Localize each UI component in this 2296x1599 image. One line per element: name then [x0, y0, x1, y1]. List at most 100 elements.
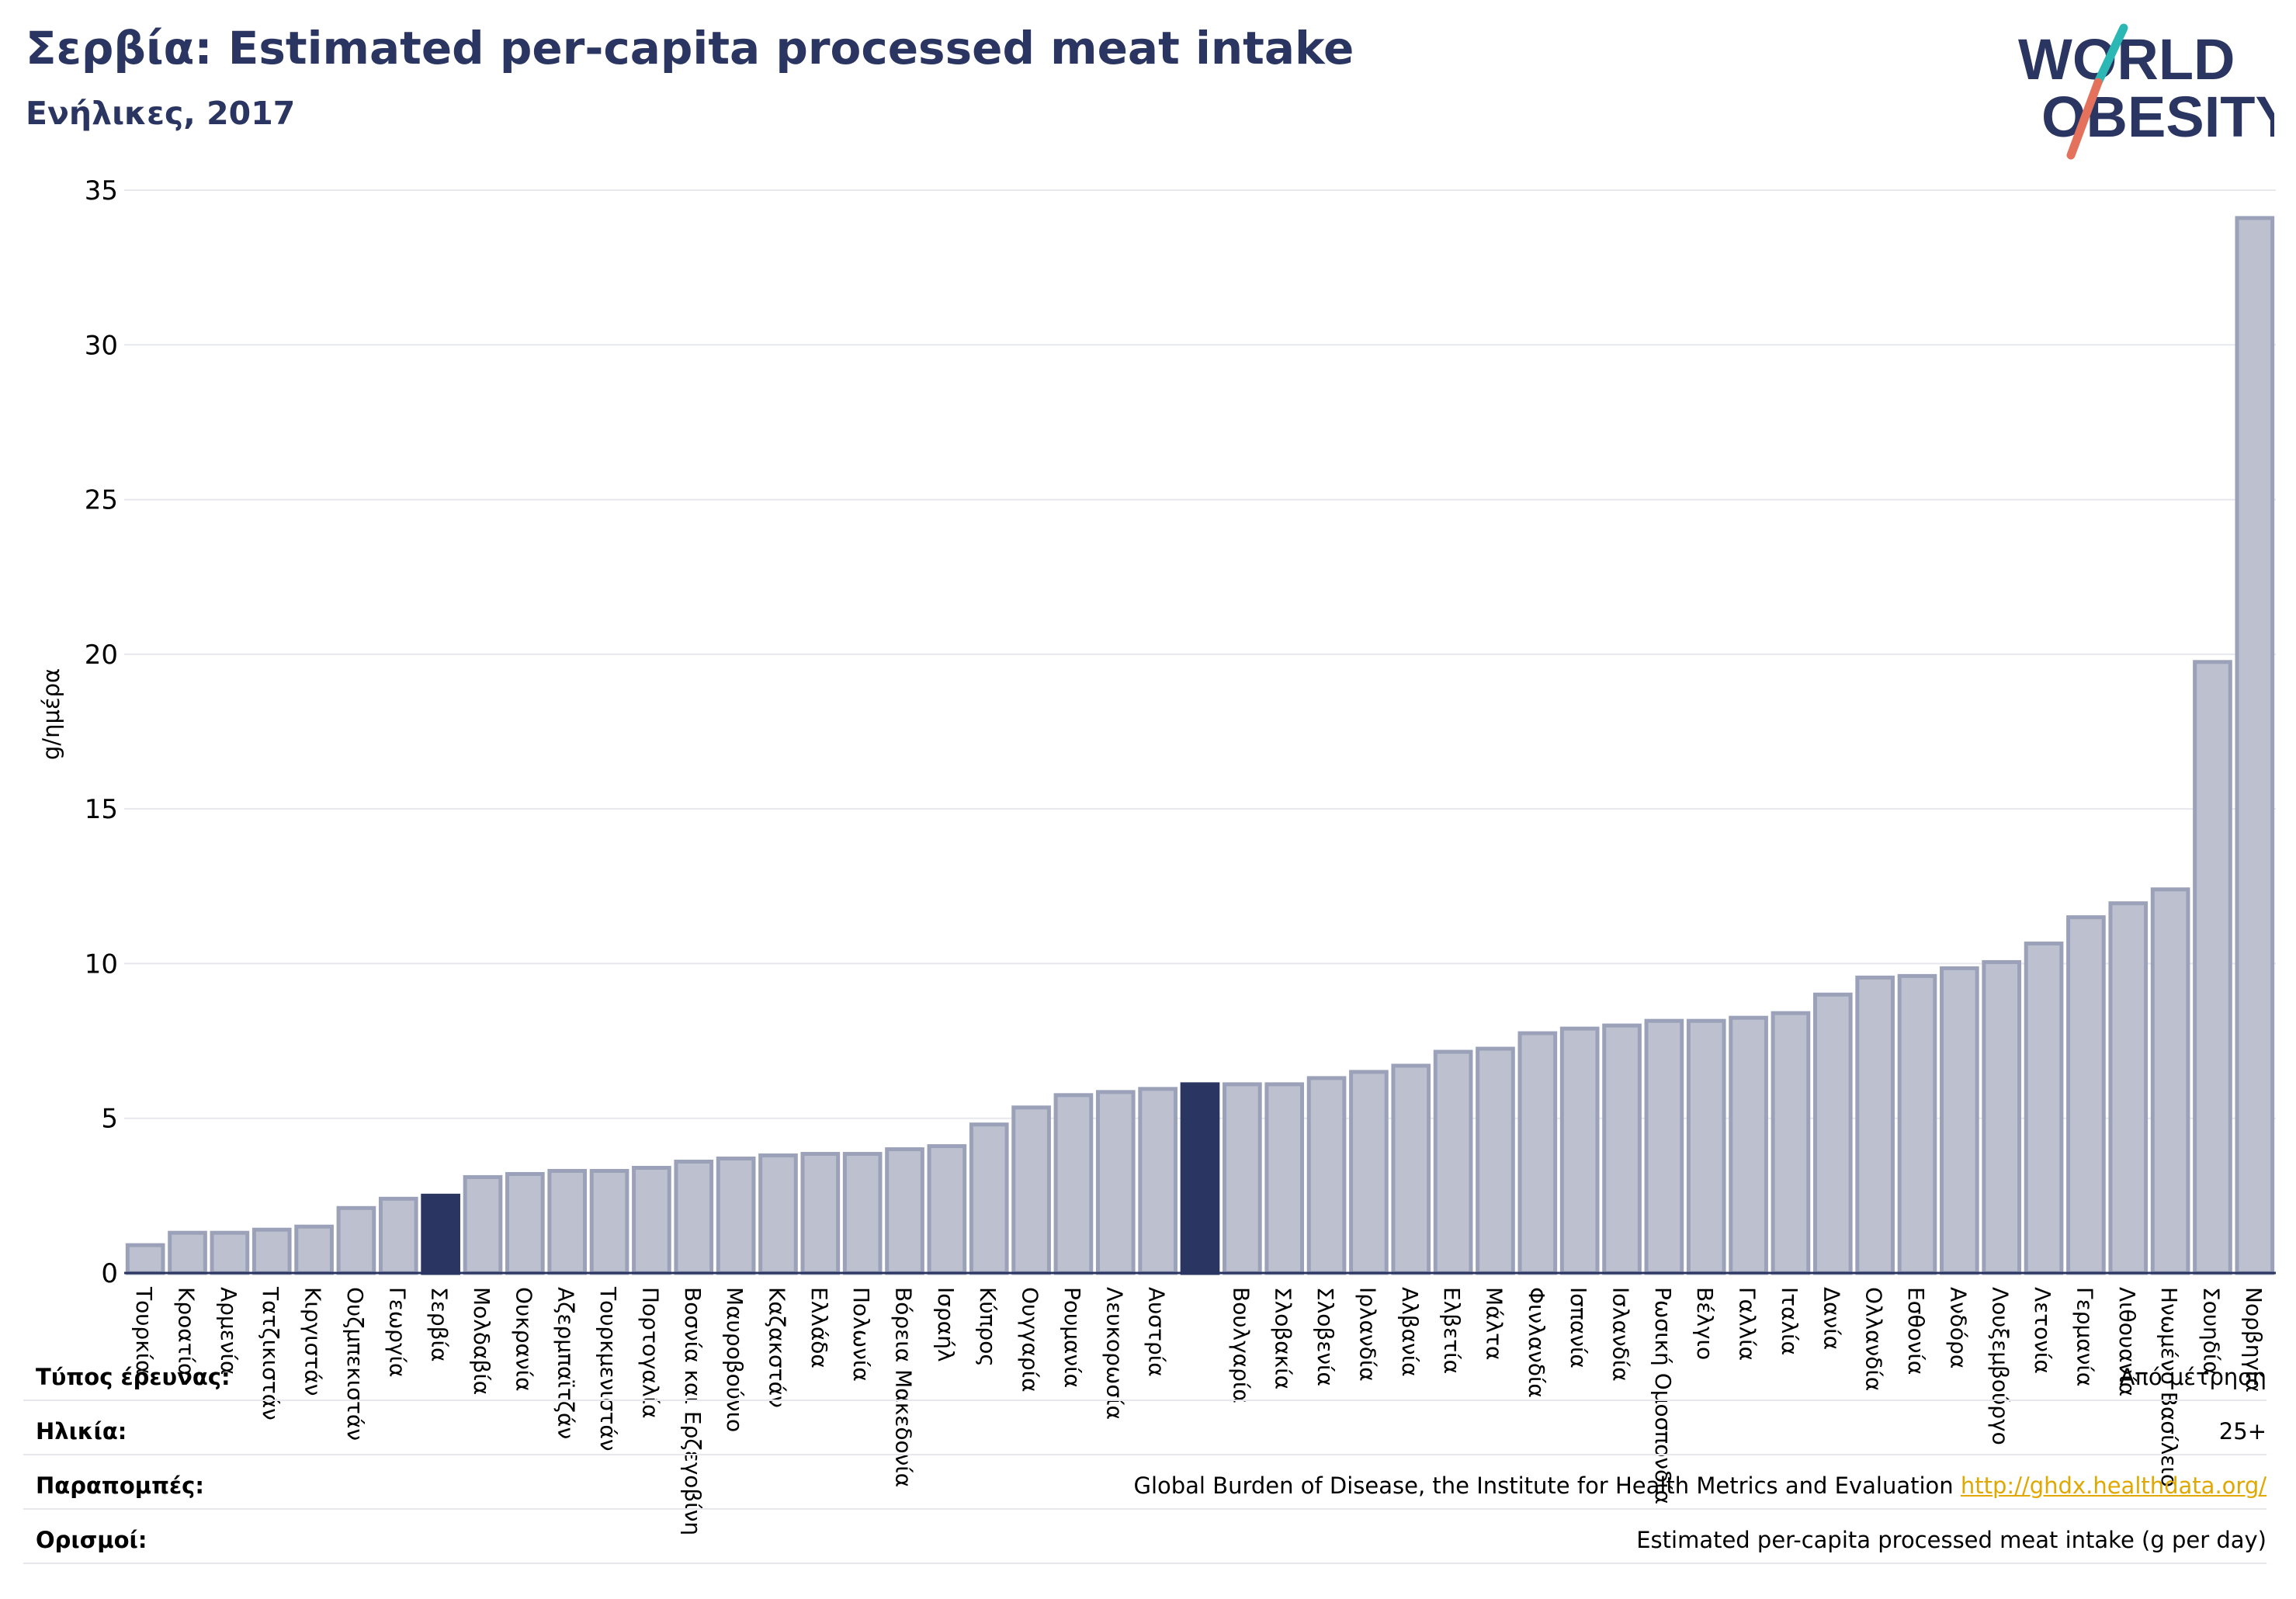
bar[interactable]	[674, 1160, 714, 1275]
x-tick-label: Μάλτα	[1481, 1287, 1507, 1361]
bar[interactable]	[2024, 942, 2064, 1275]
bar[interactable]	[463, 1174, 503, 1275]
logo-line1: WORLD	[2018, 27, 2235, 92]
x-tick-label: Δανία	[1819, 1287, 1844, 1350]
x-tick-label: Λουξεμβούργο	[1988, 1287, 2013, 1445]
bar[interactable]	[1812, 992, 1853, 1275]
bar[interactable]	[2066, 915, 2106, 1275]
x-tick-label: Σερβία	[427, 1287, 453, 1361]
x-tick-label: Ελβετία	[1439, 1287, 1465, 1374]
x-tick-label: Ισλανδία	[1608, 1287, 1634, 1382]
x-tick-label: Πολωνία	[848, 1287, 874, 1382]
x-tick-label: Ρουμανία	[1060, 1287, 1085, 1388]
bar[interactable]	[1729, 1015, 1768, 1275]
bar[interactable]	[1391, 1063, 1431, 1275]
x-tick-label: Κύπρος	[975, 1287, 1001, 1367]
info-row-survey-type: Τύπος έρευνας: Από μέτρηση	[23, 1345, 2267, 1401]
x-tick-label: Σουηδία	[2198, 1287, 2224, 1375]
bar[interactable]	[1011, 1105, 1051, 1275]
bar[interactable]	[378, 1196, 418, 1275]
info-row-age: Ηλικία: 25+	[23, 1400, 2267, 1455]
bar[interactable]	[1517, 1031, 1558, 1275]
x-tick-label: Γερμανία	[2072, 1287, 2097, 1386]
bar[interactable]	[1602, 1023, 1642, 1275]
bar[interactable]	[2235, 216, 2275, 1275]
x-tick-label: Αυστρία	[1144, 1287, 1170, 1377]
bar[interactable]	[885, 1147, 924, 1275]
bar[interactable]	[969, 1122, 1009, 1275]
bar[interactable]	[758, 1153, 798, 1275]
survey-type-value: Από μέτρηση	[2119, 1364, 2267, 1390]
bar[interactable]	[505, 1171, 545, 1275]
x-tick-label: Κιργιστάν	[300, 1287, 326, 1396]
references-label: Παραπομπές:	[36, 1472, 204, 1499]
x-tick-label: Ισραήλ	[933, 1287, 959, 1362]
bar[interactable]	[2150, 887, 2190, 1275]
bar[interactable]	[1053, 1093, 1094, 1275]
bar[interactable]	[842, 1152, 883, 1275]
chart-subtitle: Ενήλικες, 2017	[26, 95, 296, 132]
x-tick-label: Σλοβενία	[1313, 1287, 1338, 1386]
x-tick-label: Τατζικιστάν	[258, 1286, 283, 1420]
y-tick-label: 15	[85, 794, 118, 825]
bar[interactable]	[1476, 1046, 1515, 1275]
bar[interactable]	[1940, 966, 1979, 1275]
bar[interactable]	[168, 1230, 207, 1275]
bar[interactable]	[1771, 1011, 1811, 1275]
x-tick-label: Ισπανία	[1566, 1287, 1591, 1368]
bar[interactable]	[421, 1193, 460, 1275]
x-tick-label: Ρωσική Ομοσπονδία	[1650, 1287, 1676, 1504]
bar[interactable]	[125, 1243, 165, 1275]
bar[interactable]	[210, 1230, 250, 1275]
bar[interactable]	[336, 1205, 376, 1275]
info-row-references: Παραπομπές: Global Burden of Disease, th…	[23, 1454, 2267, 1510]
x-tick-label: Αρμενία	[216, 1287, 241, 1375]
bar[interactable]	[2108, 901, 2149, 1275]
bar[interactable]	[1180, 1082, 1220, 1275]
bar[interactable]	[716, 1157, 756, 1275]
x-tick-label: Ιταλία	[1777, 1287, 1802, 1355]
bar[interactable]	[1264, 1082, 1305, 1275]
x-tick-label: Αλβανία	[1397, 1287, 1423, 1377]
chart-title: Σερβία: Estimated per-capita processed m…	[26, 22, 1354, 75]
x-tick-label: Σλοβακία	[1271, 1287, 1296, 1389]
bar[interactable]	[251, 1227, 292, 1275]
bar[interactable]	[547, 1168, 588, 1275]
bar[interactable]	[1095, 1090, 1136, 1275]
x-tick-label: Λευκορωσία	[1101, 1287, 1127, 1420]
x-tick-label: Λιθουανία	[2114, 1287, 2140, 1396]
bar[interactable]	[589, 1168, 629, 1275]
bar[interactable]	[927, 1144, 967, 1275]
bar[interactable]	[1982, 959, 2022, 1275]
world-obesity-logo: WORLD OBESITY	[2018, 23, 2274, 160]
x-tick-label: Ουζμπεκιστάν	[342, 1287, 368, 1441]
x-tick-label: Τουρκία	[131, 1286, 157, 1375]
x-tick-label: Ολλανδία	[1861, 1287, 1887, 1391]
bar[interactable]	[1644, 1018, 1684, 1275]
x-tick-label: Τουρκμενιστάν	[595, 1286, 621, 1451]
bar[interactable]	[1897, 973, 1937, 1275]
bar[interactable]	[1349, 1070, 1389, 1275]
x-tick-label: Γεωργία	[384, 1287, 410, 1377]
bar[interactable]	[632, 1165, 671, 1275]
bar[interactable]	[1138, 1087, 1177, 1275]
bar[interactable]	[1433, 1049, 1473, 1275]
x-tick-label: Αζερμπαϊτζάν	[553, 1287, 579, 1439]
bar[interactable]	[1559, 1026, 1600, 1275]
references-link[interactable]: http://ghdx.healthdata.org/	[1960, 1472, 2267, 1499]
bar[interactable]	[294, 1224, 334, 1275]
x-tick-label: Λετονία	[2030, 1287, 2055, 1374]
bar[interactable]	[800, 1152, 841, 1275]
x-tick-label: Γαλλία	[1735, 1287, 1760, 1361]
bar[interactable]	[1686, 1018, 1726, 1275]
bar[interactable]	[1223, 1082, 1262, 1275]
bar[interactable]	[1306, 1076, 1347, 1275]
bar[interactable]	[2193, 660, 2232, 1275]
age-label: Ηλικία:	[36, 1418, 127, 1445]
x-tick-label: Μαυροβούνιο	[722, 1287, 747, 1432]
logo-slash-teal	[2093, 23, 2128, 87]
bar[interactable]	[1855, 975, 1895, 1275]
definitions-label: Ορισμοί:	[36, 1527, 147, 1553]
y-tick-label: 30	[85, 330, 118, 361]
